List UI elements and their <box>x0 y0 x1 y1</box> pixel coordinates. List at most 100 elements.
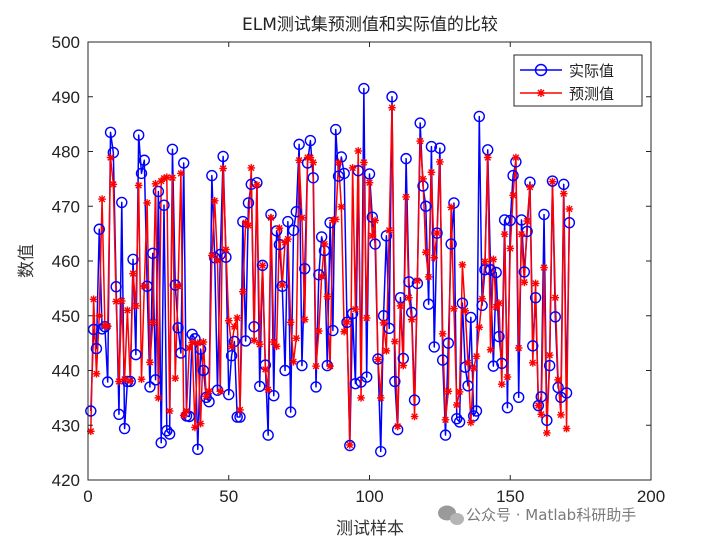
point-predicted <box>475 323 484 332</box>
point-predicted <box>326 362 334 370</box>
point-predicted <box>154 394 163 402</box>
point-actual <box>169 279 181 291</box>
point-predicted <box>120 375 129 384</box>
point-predicted <box>253 181 261 189</box>
point-predicted <box>247 164 256 172</box>
point-actual <box>293 138 305 151</box>
point-predicted <box>455 388 464 396</box>
point-predicted <box>450 304 458 313</box>
point-predicted <box>117 297 126 305</box>
point-actual <box>358 82 370 95</box>
point-predicted <box>410 412 419 421</box>
point-predicted <box>368 232 377 240</box>
point-actual <box>389 375 401 388</box>
point-predicted <box>472 352 481 361</box>
point-predicted <box>337 202 346 211</box>
point-actual <box>116 196 128 209</box>
point-actual <box>223 388 235 401</box>
point-predicted <box>348 164 357 172</box>
point-actual <box>422 298 435 310</box>
point-predicted <box>300 315 309 324</box>
point-predicted <box>345 441 354 449</box>
point-predicted <box>514 344 523 352</box>
point-actual <box>144 381 156 393</box>
point-predicted <box>396 302 405 310</box>
point-predicted <box>388 103 396 112</box>
point-predicted <box>140 282 149 290</box>
point-actual <box>375 445 387 458</box>
point-actual <box>127 253 139 266</box>
point-predicted <box>289 357 298 366</box>
point-predicted <box>334 158 343 167</box>
point-predicted <box>236 406 244 414</box>
point-actual <box>403 276 415 288</box>
point-actual <box>104 126 117 139</box>
point-actual <box>445 238 457 250</box>
point-actual <box>138 154 151 166</box>
point-actual <box>242 197 255 209</box>
point-actual <box>473 110 485 123</box>
point-predicted <box>565 205 574 213</box>
point-actual <box>386 91 398 103</box>
point-predicted <box>391 337 399 346</box>
point-actual <box>512 391 525 404</box>
point-predicted <box>438 330 447 338</box>
point-predicted <box>292 334 301 342</box>
point-actual <box>431 227 443 239</box>
point-predicted <box>430 253 439 262</box>
point-predicted <box>196 419 205 428</box>
y-tick-label: 420 <box>52 471 80 490</box>
y-tick-label: 490 <box>52 88 80 107</box>
point-actual <box>518 266 531 278</box>
point-predicted <box>540 263 548 272</box>
point-actual <box>330 123 342 136</box>
point-actual <box>85 405 97 417</box>
point-predicted <box>230 322 239 331</box>
y-tick-label: 500 <box>52 33 80 52</box>
point-actual <box>366 211 379 223</box>
point-actual <box>498 214 511 226</box>
point-predicted <box>534 401 543 410</box>
legend-marker-predicted <box>537 89 545 97</box>
point-predicted <box>315 327 323 335</box>
legend-label-predicted: 预测值 <box>569 85 614 103</box>
point-predicted <box>495 299 503 307</box>
point-actual <box>349 377 362 390</box>
point-predicted <box>148 318 157 327</box>
point-predicted <box>444 387 453 396</box>
legend-box <box>513 54 643 107</box>
y-tick-label: 460 <box>52 252 80 271</box>
point-predicted <box>323 292 332 301</box>
point-predicted <box>182 407 191 415</box>
point-actual <box>470 405 483 417</box>
point-predicted <box>244 221 253 230</box>
point-predicted <box>362 314 371 322</box>
watermark-text: 公众号 · Matlab科研助手 <box>466 506 636 524</box>
point-actual <box>558 178 570 191</box>
point-actual <box>299 262 311 275</box>
point-predicted <box>351 305 360 313</box>
point-predicted <box>447 203 455 212</box>
point-predicted <box>255 340 264 349</box>
point-actual <box>428 341 440 353</box>
point-predicted <box>357 394 365 402</box>
point-predicted <box>216 387 225 396</box>
point-actual <box>192 443 204 456</box>
point-predicted <box>492 303 500 311</box>
point-actual <box>383 322 395 335</box>
point-predicted <box>545 351 554 359</box>
point-actual <box>369 238 381 250</box>
point-actual <box>161 425 173 437</box>
point-predicted <box>422 248 430 257</box>
point-actual <box>206 169 218 182</box>
point-actual <box>425 140 438 153</box>
point-predicted <box>500 230 509 238</box>
point-actual <box>543 359 556 372</box>
point-predicted <box>103 322 112 330</box>
point-actual <box>535 391 547 403</box>
point-actual <box>529 291 542 304</box>
point-actual <box>90 342 103 355</box>
point-actual <box>504 214 516 227</box>
point-actual <box>327 324 339 337</box>
point-predicted <box>461 307 470 315</box>
